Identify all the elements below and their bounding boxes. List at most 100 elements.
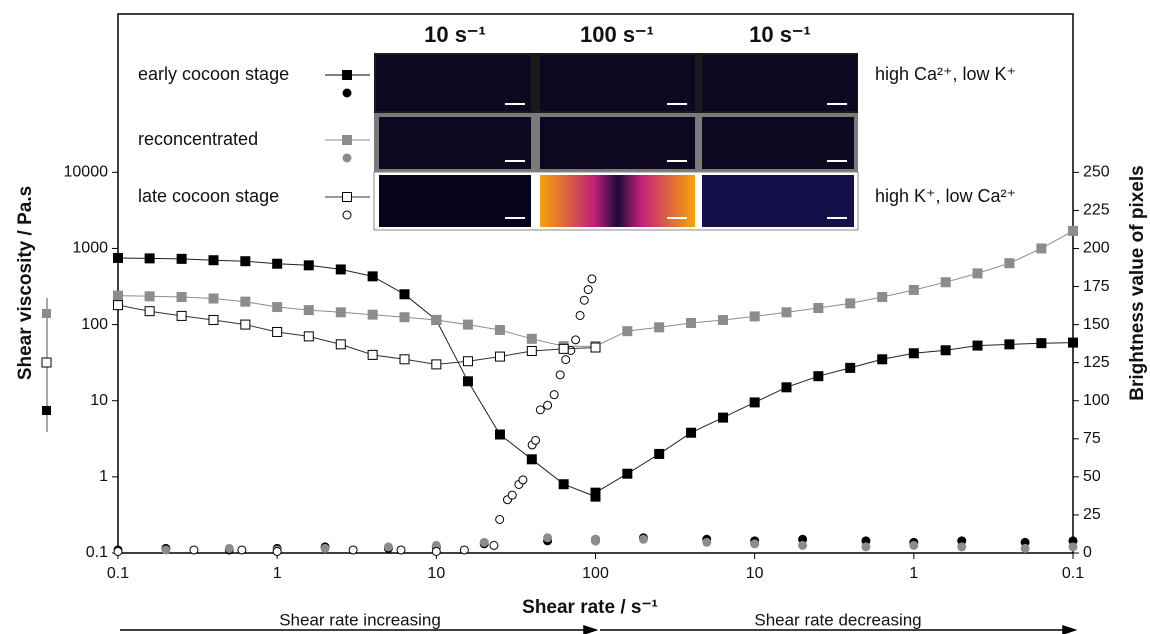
viscosity-point bbox=[144, 291, 155, 302]
viscosity-point bbox=[462, 319, 473, 330]
y2-tick-label: 100 bbox=[1083, 392, 1110, 409]
viscosity-point bbox=[813, 303, 824, 314]
brightness-point bbox=[272, 546, 282, 556]
brightness-point bbox=[531, 435, 541, 445]
viscosity-point bbox=[1004, 258, 1015, 269]
viscosity-point bbox=[113, 252, 123, 263]
brightness-point bbox=[518, 475, 528, 485]
sweep-arrows bbox=[120, 624, 1078, 634]
brightness-point bbox=[113, 546, 123, 556]
viscosity-point bbox=[303, 260, 314, 271]
brightness-point bbox=[479, 537, 489, 547]
viscosity-point bbox=[526, 345, 537, 356]
x-tick-label: 100 bbox=[582, 565, 609, 582]
brightness-point bbox=[579, 295, 589, 305]
y-tick-label: 1 bbox=[99, 468, 108, 485]
sweep-label: Shear rate decreasing bbox=[754, 610, 921, 629]
viscosity-point bbox=[1068, 225, 1078, 236]
viscosity-line bbox=[595, 230, 1074, 347]
viscosity-point bbox=[813, 371, 824, 382]
brightness-point bbox=[189, 545, 199, 555]
viscosity-point bbox=[877, 354, 888, 365]
y2-tick-label: 175 bbox=[1083, 278, 1110, 295]
viscosity-point bbox=[176, 292, 187, 303]
viscosity-point bbox=[494, 429, 505, 440]
brightness-point bbox=[549, 390, 559, 400]
y-tick-label: 10 bbox=[90, 392, 108, 409]
brightness-point bbox=[348, 545, 358, 555]
x-tick-label: 10 bbox=[427, 565, 445, 582]
viscosity-point bbox=[399, 354, 410, 365]
brightness-point bbox=[237, 545, 247, 555]
viscosity-point bbox=[272, 302, 283, 313]
viscosity-point bbox=[749, 311, 760, 322]
brightness-point bbox=[383, 542, 393, 552]
brightness-point bbox=[571, 335, 581, 345]
brightness-point bbox=[535, 405, 545, 415]
viscosity-point bbox=[367, 271, 378, 282]
condition-label: high Ca²⁺, low K⁺ bbox=[875, 64, 1016, 84]
x-tick-label: 0.1 bbox=[107, 565, 129, 582]
image-column-label: 100 s⁻¹ bbox=[580, 22, 654, 47]
legend-square bbox=[342, 135, 352, 145]
y-axis-symbol-key bbox=[41, 298, 52, 432]
y-axis-label: Shear viscosity / Pa.s bbox=[15, 186, 36, 380]
viscosity-point bbox=[877, 292, 888, 303]
brightness-point bbox=[489, 540, 499, 550]
viscosity-line bbox=[117, 304, 596, 365]
viscosity-point bbox=[335, 307, 346, 318]
brightness-point bbox=[583, 285, 593, 295]
y2-tick-label: 225 bbox=[1083, 202, 1110, 219]
viscosity-point bbox=[431, 359, 442, 370]
viscosity-point bbox=[908, 348, 919, 359]
viscosity-point bbox=[781, 382, 792, 393]
viscosity-point bbox=[240, 319, 251, 330]
viscosity-point bbox=[781, 307, 792, 318]
y-tick-label: 1000 bbox=[72, 240, 108, 257]
viscosity-point bbox=[654, 448, 665, 459]
viscosity-point bbox=[240, 256, 251, 267]
viscosity-point bbox=[303, 331, 314, 342]
brightness-point bbox=[1020, 543, 1030, 553]
x-tick-label: 10 bbox=[746, 565, 764, 582]
viscosity-line bbox=[595, 342, 1074, 494]
viscosity-point bbox=[686, 317, 697, 328]
viscosity-point bbox=[272, 258, 283, 269]
viscosity-point bbox=[303, 305, 314, 316]
sweep-label: Shear rate increasing bbox=[279, 610, 441, 629]
viscosity-point bbox=[1036, 243, 1047, 254]
brightness-point bbox=[507, 490, 517, 500]
image-panel bbox=[373, 53, 859, 231]
viscosity-point bbox=[144, 253, 155, 264]
y2-tick-label: 25 bbox=[1083, 506, 1101, 523]
viscosity-point bbox=[718, 412, 729, 423]
brightness-point bbox=[431, 546, 441, 556]
brightness-point bbox=[161, 545, 171, 555]
brightness-point bbox=[638, 534, 648, 544]
viscosity-point bbox=[526, 333, 537, 344]
viscosity-point bbox=[845, 298, 856, 309]
viscosity-point bbox=[972, 340, 983, 351]
viscosity-point bbox=[462, 356, 473, 367]
condition-label: high K⁺, low Ca²⁺ bbox=[875, 186, 1016, 206]
legend-circle bbox=[342, 88, 352, 98]
brightness-point bbox=[861, 542, 871, 552]
viscosity-point bbox=[908, 284, 919, 295]
viscosity-point bbox=[208, 314, 219, 325]
viscosity-point bbox=[940, 345, 951, 356]
viscosity-point bbox=[399, 312, 410, 323]
brightness-point bbox=[750, 539, 760, 549]
viscosity-point bbox=[431, 314, 442, 325]
viscosity-point bbox=[494, 351, 505, 362]
brightness-point bbox=[543, 533, 553, 543]
y2-tick-label: 50 bbox=[1083, 468, 1101, 485]
image-column-label: 10 s⁻¹ bbox=[424, 22, 486, 47]
x-tick-label: 0.1 bbox=[1062, 565, 1084, 582]
viscosity-point bbox=[940, 277, 951, 288]
viscosity-point bbox=[494, 324, 505, 335]
viscosity-point bbox=[845, 362, 856, 373]
viscosity-point bbox=[176, 253, 187, 264]
brightness-point bbox=[702, 537, 712, 547]
viscosity-point bbox=[113, 290, 123, 301]
brightness-point bbox=[561, 355, 571, 365]
